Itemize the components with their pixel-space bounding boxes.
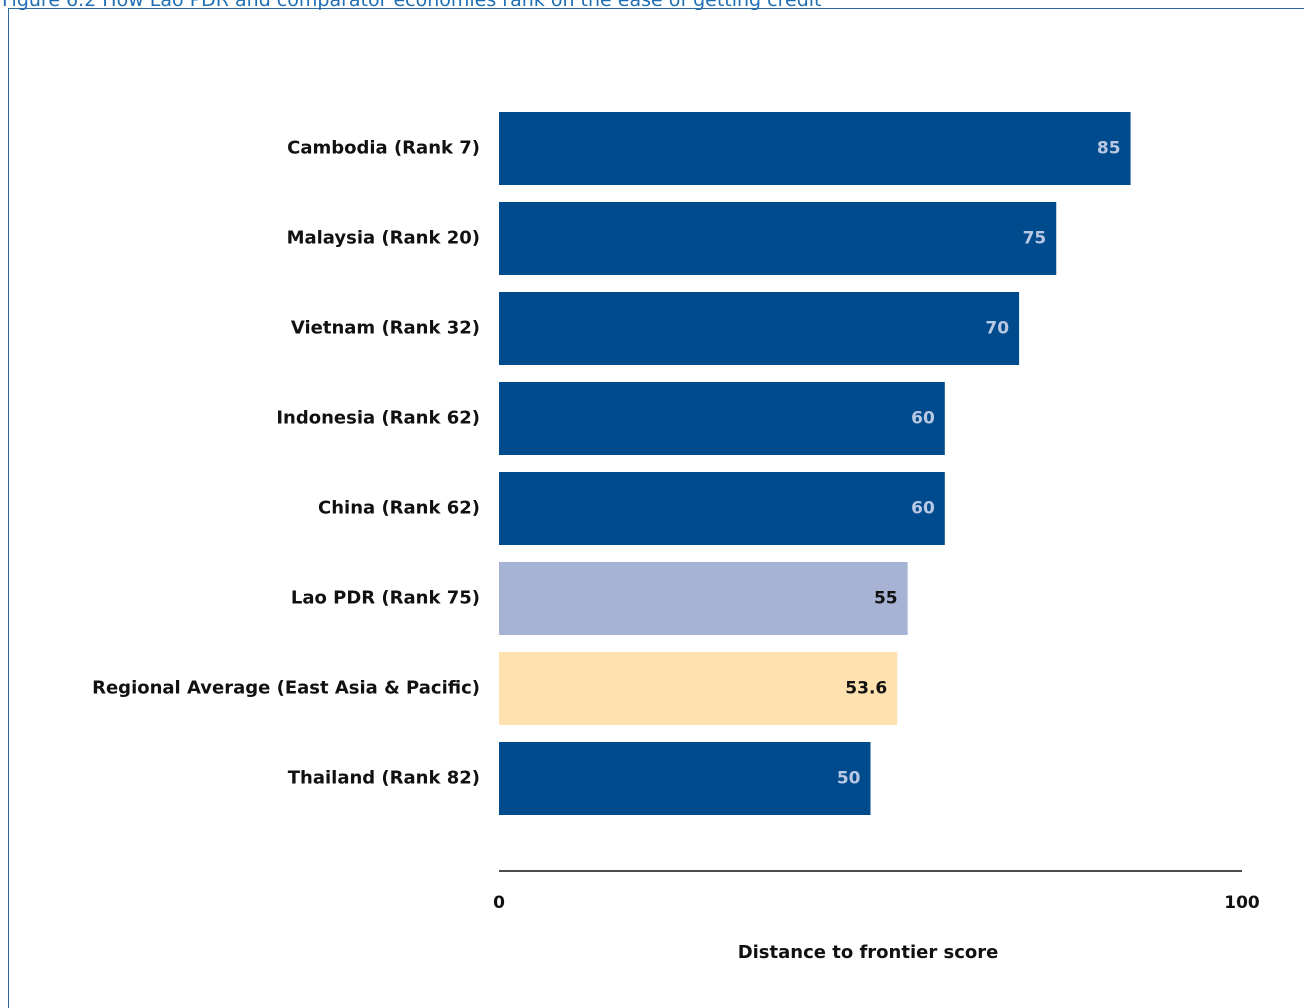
bar (499, 742, 871, 815)
category-label: Lao PDR (Rank 75) (291, 588, 480, 609)
bar-value-label: 85 (1097, 139, 1121, 159)
category-label: Regional Average (East Asia & Pacific) (92, 678, 480, 699)
figure-frame (8, 8, 1304, 1008)
bar-value-label: 60 (911, 409, 935, 429)
bar-value-label: 55 (874, 589, 898, 609)
bar (499, 202, 1057, 275)
x-axis-label: Distance to frontier score (738, 942, 999, 963)
bar (499, 382, 945, 455)
category-label: Thailand (Rank 82) (288, 768, 480, 789)
bar (499, 652, 898, 725)
bar (499, 292, 1020, 365)
category-label: Vietnam (Rank 32) (291, 318, 480, 339)
category-label: China (Rank 62) (318, 498, 480, 519)
x-tick-label: 0 (493, 893, 505, 913)
category-label: Indonesia (Rank 62) (276, 408, 480, 429)
bar (499, 112, 1131, 185)
bar-value-label: 70 (985, 319, 1009, 339)
bars-group: Cambodia (Rank 7) 85 Malaysia (Rank 20) 75 V… (92, 112, 1131, 815)
bar-value-label: 60 (911, 499, 935, 519)
bar (499, 472, 945, 545)
bar (499, 562, 908, 635)
category-label: Cambodia (Rank 7) (287, 138, 480, 159)
bar-value-label: 50 (837, 769, 861, 789)
figure-title: Figure 6.2 How Lao PDR and comparator ec… (2, 0, 822, 11)
x-tick-label: 100 (1224, 893, 1260, 913)
category-label: Malaysia (Rank 20) (287, 228, 480, 249)
bar-value-label: 53.6 (845, 679, 887, 699)
bar-value-label: 75 (1023, 229, 1047, 249)
